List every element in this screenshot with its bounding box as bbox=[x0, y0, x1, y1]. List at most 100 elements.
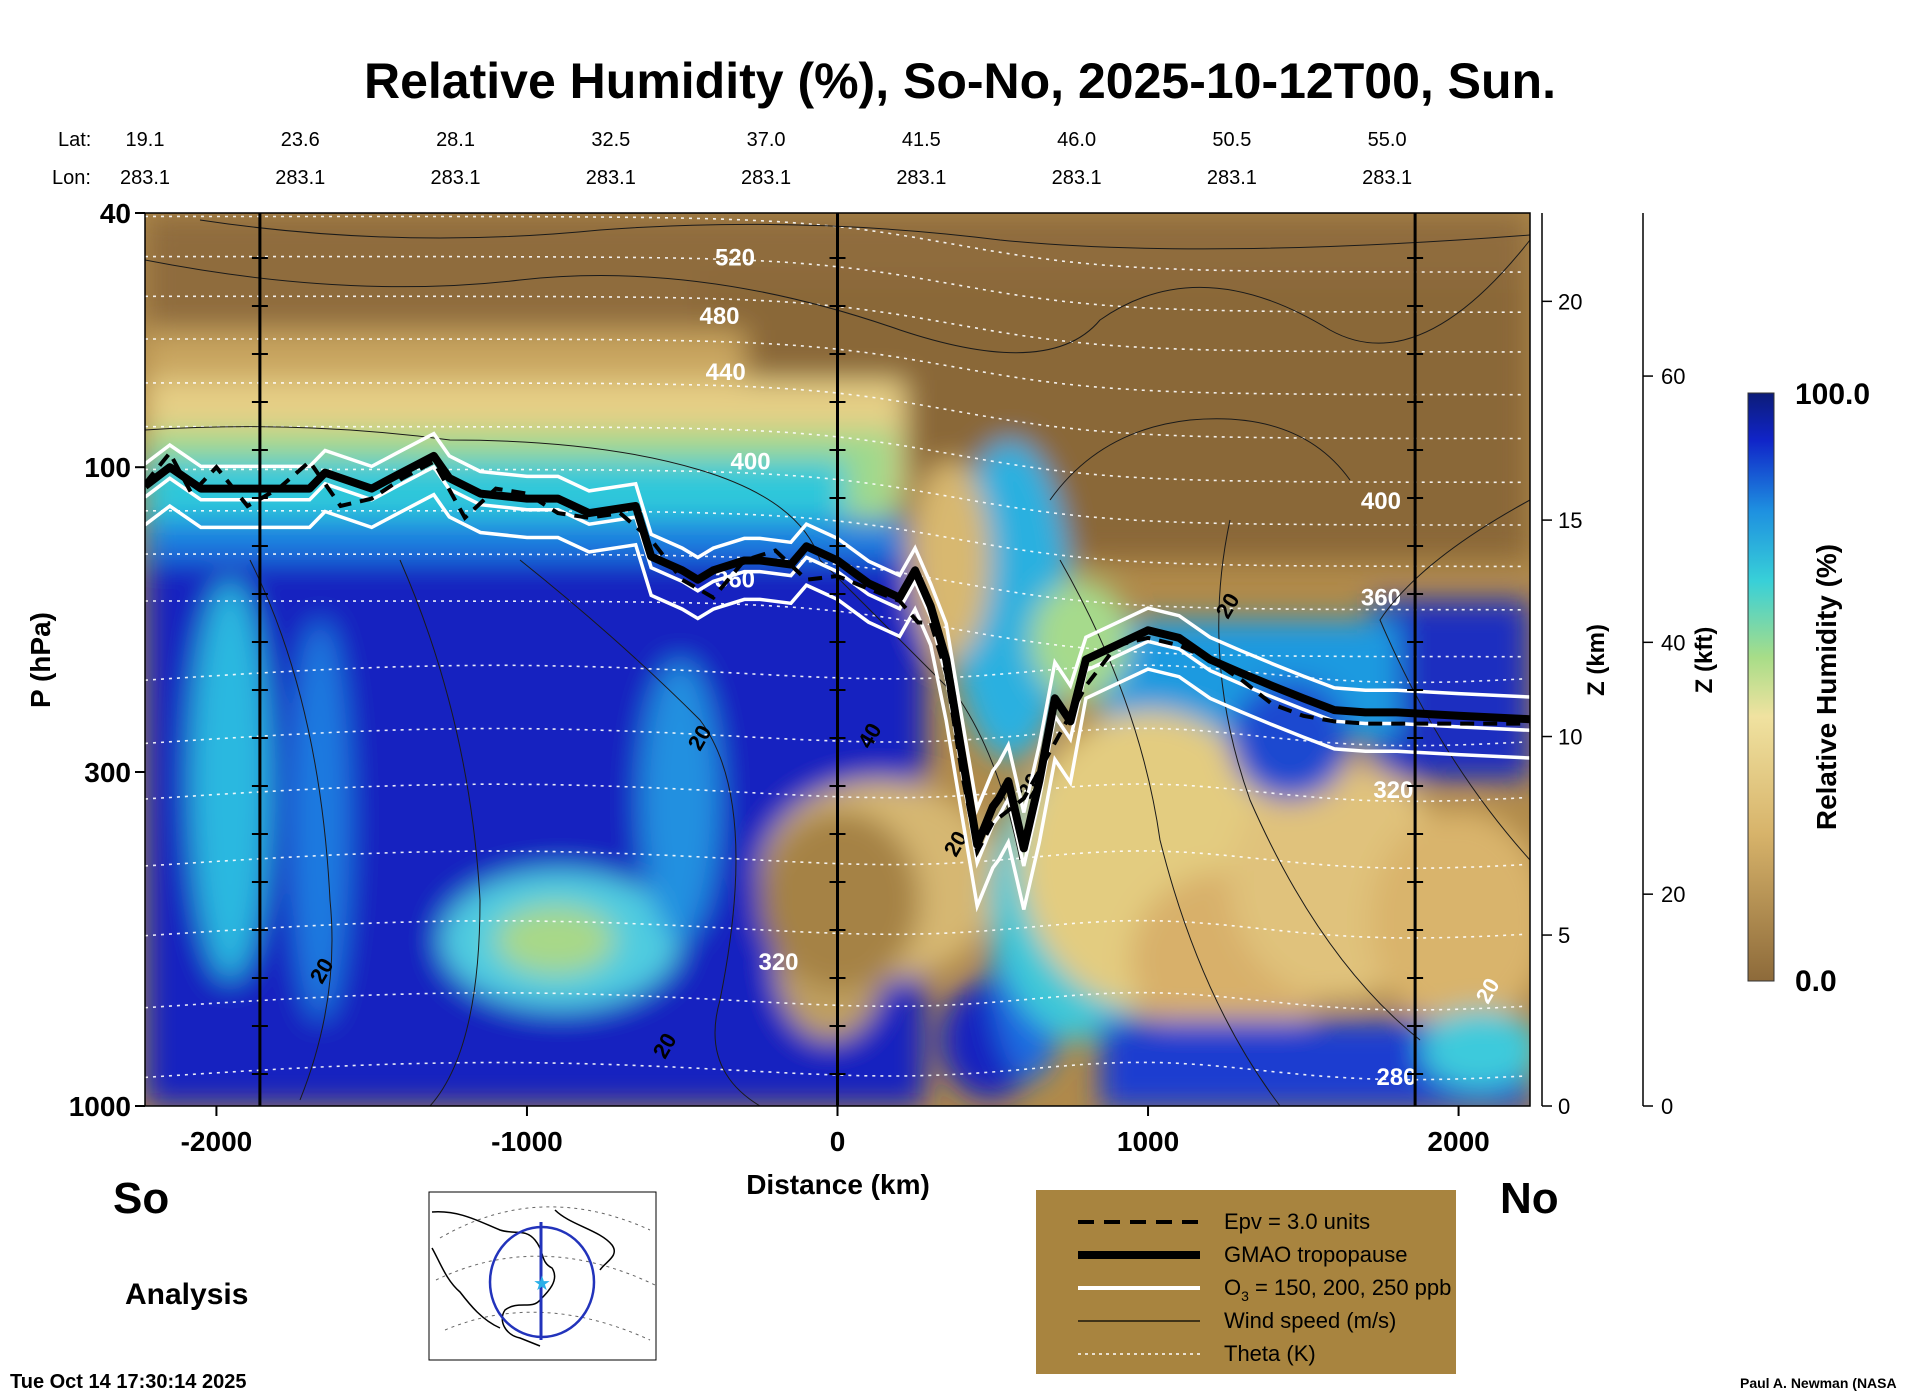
theta-contour bbox=[145, 919, 1524, 939]
lon-value: 283.1 bbox=[1362, 167, 1412, 189]
colorbar-gradient bbox=[1747, 392, 1775, 982]
pressure-axis: 40 100 300 1000 bbox=[69, 198, 145, 1122]
lat-value: 28.1 bbox=[436, 129, 475, 151]
z-km-axis-label: Z (km) bbox=[1583, 624, 1610, 696]
z-kft-tick-label: 20 bbox=[1661, 882, 1685, 907]
lat-value: 37.0 bbox=[747, 129, 786, 151]
y-axis-label: P (hPa) bbox=[25, 612, 56, 708]
legend: Epv = 3.0 units GMAO tropopause O3 = 150… bbox=[1036, 1190, 1456, 1374]
legend-label-tropopause: GMAO tropopause bbox=[1224, 1242, 1407, 1267]
p-tick-label: 300 bbox=[84, 757, 131, 788]
ozone-contour bbox=[145, 464, 1530, 869]
lon-value: 283.1 bbox=[275, 167, 325, 189]
theta-contour bbox=[145, 255, 1524, 313]
inset-map-coastline bbox=[431, 1209, 615, 1347]
theta-contour bbox=[145, 468, 1524, 526]
x-tick-label: 2000 bbox=[1427, 1126, 1489, 1157]
p-tick-label: 40 bbox=[100, 198, 131, 229]
lat-value: 23.6 bbox=[281, 129, 320, 151]
section-vertical-lines bbox=[251, 213, 1424, 1106]
credit: Paul A. Newman (NASA bbox=[1740, 1375, 1897, 1391]
theta-label: 400 bbox=[1361, 488, 1401, 515]
theta-contour bbox=[145, 664, 1524, 684]
lat-lon-header: 19.1 283.1 23.6 283.1 28.1 283.1 32.5 283.1 37.0… bbox=[120, 129, 1412, 189]
wind-speed-contour bbox=[1049, 418, 1351, 501]
z-kft-tick-label: 40 bbox=[1661, 630, 1685, 655]
z-km-tick-label: 15 bbox=[1558, 508, 1582, 533]
colorbar: 100.0 0.0 Relative Humidity (%) bbox=[1747, 378, 1870, 998]
ozone-contours bbox=[145, 431, 1530, 913]
wind-speed-contour bbox=[399, 559, 481, 1106]
theta-contour bbox=[145, 553, 1524, 611]
ozone-contour bbox=[145, 431, 1530, 816]
lon-value: 283.1 bbox=[896, 167, 946, 189]
theta-contour bbox=[145, 783, 1524, 803]
theta-label: 520 bbox=[715, 245, 755, 272]
x-tick-label: -2000 bbox=[181, 1126, 253, 1157]
theta-contour bbox=[145, 850, 1524, 869]
x-tick-label: -1000 bbox=[491, 1126, 563, 1157]
z-km-tick-label: 10 bbox=[1558, 725, 1582, 750]
theta-contour bbox=[145, 338, 1524, 396]
z-km-tick-label: 20 bbox=[1558, 289, 1582, 314]
z-kft-axis-label: Z (kft) bbox=[1691, 627, 1718, 694]
lon-value: 283.1 bbox=[120, 167, 170, 189]
wind-speed-contour bbox=[145, 426, 821, 561]
wind-speed-contour bbox=[249, 559, 333, 1101]
theta-label: 440 bbox=[706, 359, 746, 386]
z-km-tick-label: 0 bbox=[1558, 1094, 1570, 1119]
theta-contour bbox=[145, 382, 1524, 440]
inset-map: ★ bbox=[428, 1191, 657, 1361]
legend-label-theta: Theta (K) bbox=[1224, 1341, 1316, 1366]
lon-value: 283.1 bbox=[586, 167, 636, 189]
p-tick-label: 1000 bbox=[69, 1091, 131, 1122]
wind-speed-contour bbox=[199, 219, 1530, 250]
x-tick-label: 0 bbox=[830, 1126, 846, 1157]
lon-label: Lon: bbox=[52, 167, 91, 189]
colorbar-max-label: 100.0 bbox=[1795, 378, 1870, 411]
south-label: So bbox=[113, 1174, 169, 1223]
lon-value: 283.1 bbox=[1207, 167, 1257, 189]
wind-speed-contour bbox=[1379, 499, 1530, 861]
lon-value: 283.1 bbox=[1052, 167, 1102, 189]
lon-value: 283.1 bbox=[431, 167, 481, 189]
z-km-axis: 0 5 10 15 20 bbox=[1541, 213, 1582, 1119]
lat-value: 41.5 bbox=[902, 129, 941, 151]
theta-label: 400 bbox=[731, 449, 771, 476]
theta-contour bbox=[145, 600, 1524, 658]
lat-value: 46.0 bbox=[1057, 129, 1096, 151]
z-km-tick-label: 5 bbox=[1558, 923, 1570, 948]
legend-label-ozone: O3 = 150, 200, 250 ppb bbox=[1224, 1275, 1451, 1304]
theta-contour bbox=[145, 425, 1524, 484]
analysis-label: Analysis bbox=[125, 1278, 248, 1311]
lat-value: 55.0 bbox=[1368, 129, 1407, 151]
theta-label: 280 bbox=[1376, 1064, 1416, 1091]
lat-value: 32.5 bbox=[591, 129, 630, 151]
x-axis-label: Distance (km) bbox=[746, 1169, 930, 1200]
theta-label: 480 bbox=[699, 303, 739, 330]
lon-value: 283.1 bbox=[741, 167, 791, 189]
x-tick-label: 1000 bbox=[1117, 1126, 1179, 1157]
z-kft-tick-label: 60 bbox=[1661, 364, 1685, 389]
lat-value: 50.5 bbox=[1212, 129, 1251, 151]
ozone-contour bbox=[145, 492, 1530, 913]
lat-value: 19.1 bbox=[126, 129, 165, 151]
timestamp: Tue Oct 14 17:30:14 2025 bbox=[10, 1371, 246, 1393]
theta-label: 320 bbox=[1373, 777, 1413, 804]
z-kft-tick-label: 0 bbox=[1661, 1094, 1673, 1119]
theta-contour bbox=[145, 727, 1524, 747]
wind-speed-contour bbox=[519, 559, 761, 1106]
x-axis: -2000 -1000 0 1000 2000 bbox=[181, 1106, 1490, 1157]
north-label: No bbox=[1500, 1174, 1559, 1223]
wind-speed-contour bbox=[145, 239, 1530, 354]
inset-map-star-icon: ★ bbox=[533, 1273, 551, 1295]
theta-label: 360 bbox=[1361, 585, 1401, 612]
legend-label-epv: Epv = 3.0 units bbox=[1224, 1209, 1370, 1234]
wind-speed-contour bbox=[1218, 519, 1421, 1041]
lat-label: Lat: bbox=[58, 129, 91, 151]
colorbar-min-label: 0.0 bbox=[1795, 965, 1837, 998]
theta-label: 320 bbox=[758, 949, 798, 976]
colorbar-title: Relative Humidity (%) bbox=[1811, 544, 1842, 830]
